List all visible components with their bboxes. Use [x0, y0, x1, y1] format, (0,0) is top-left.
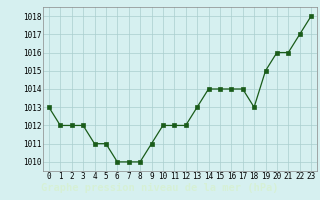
- Text: Graphe pression niveau de la mer (hPa): Graphe pression niveau de la mer (hPa): [41, 183, 279, 193]
